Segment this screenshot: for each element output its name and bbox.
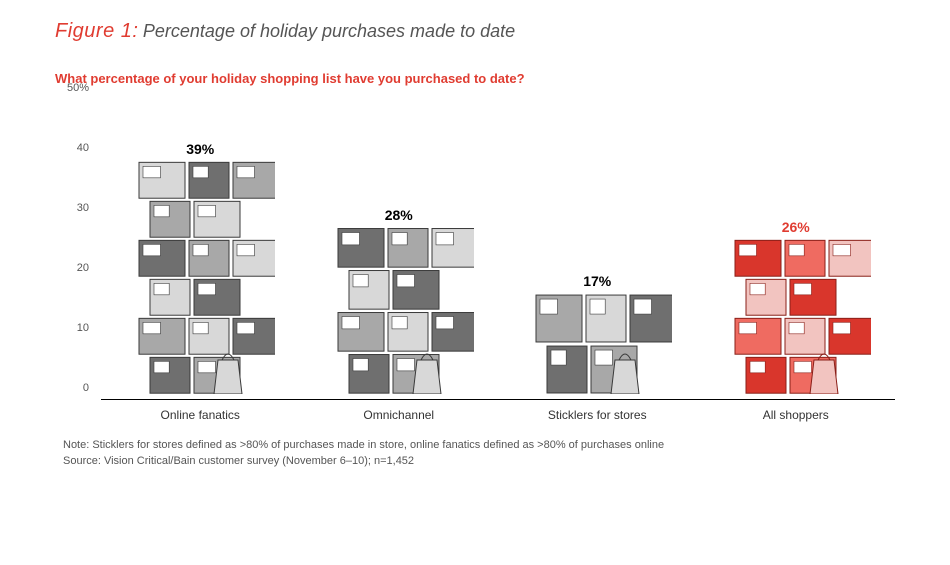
note-line: Note: Sticklers for stores defined as >8… — [63, 438, 895, 454]
pictogram-stack — [125, 160, 275, 399]
pictogram-stack — [522, 292, 672, 399]
y-tick: 10 — [77, 322, 89, 334]
box-stack-icon — [721, 238, 871, 394]
source-line: Source: Vision Critical/Bain customer su… — [63, 454, 895, 470]
plot-area: 39% — [101, 100, 895, 400]
pictogram-stack — [324, 226, 474, 399]
pictogram-stack — [721, 238, 871, 399]
bar-slot: 17% — [498, 100, 697, 399]
chart-question: What percentage of your holiday shopping… — [55, 71, 895, 86]
x-label: Online fanatics — [101, 402, 300, 430]
value-label: 17% — [583, 273, 611, 289]
bar-slot: 28% — [300, 100, 499, 399]
x-label: All shoppers — [697, 402, 896, 430]
figure-label: Figure 1: — [55, 20, 138, 42]
figure-page: Figure 1: Percentage of holiday purchase… — [0, 0, 950, 480]
figure-title: Percentage of holiday purchases made to … — [143, 21, 515, 41]
y-tick: 50% — [67, 82, 89, 94]
value-label: 39% — [186, 141, 214, 157]
y-tick: 40 — [77, 142, 89, 154]
chart: 01020304050% — [63, 100, 895, 430]
value-label: 28% — [385, 207, 413, 223]
y-tick: 30 — [77, 202, 89, 214]
box-stack-icon — [324, 226, 474, 394]
x-label: Omnichannel — [300, 402, 499, 430]
bar-slot: 26% — [697, 100, 896, 399]
x-axis-labels: Online fanaticsOmnichannelSticklers for … — [101, 402, 895, 430]
bar-slot: 39% — [101, 100, 300, 399]
box-stack-icon — [522, 292, 672, 394]
figure-header: Figure 1: Percentage of holiday purchase… — [55, 20, 895, 43]
value-label: 26% — [782, 219, 810, 235]
chart-notes: Note: Sticklers for stores defined as >8… — [63, 438, 895, 470]
y-tick: 0 — [83, 382, 89, 394]
y-tick: 20 — [77, 262, 89, 274]
y-axis: 01020304050% — [63, 100, 95, 400]
x-label: Sticklers for stores — [498, 402, 697, 430]
box-stack-icon — [125, 160, 275, 394]
bars-container: 39% — [101, 100, 895, 399]
